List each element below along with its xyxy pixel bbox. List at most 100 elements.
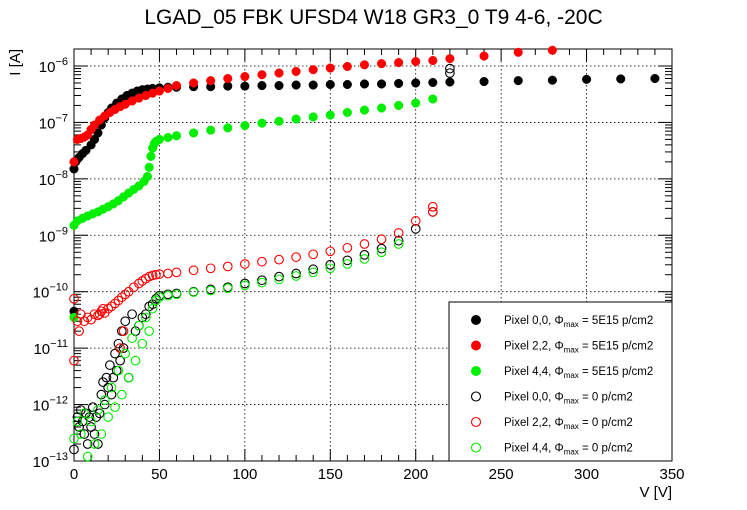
legend-marker (470, 391, 482, 402)
data-point (325, 79, 335, 90)
data-point (325, 263, 336, 274)
data-point (116, 292, 127, 303)
data-point (376, 247, 387, 258)
data-point (291, 114, 301, 124)
data-point (151, 269, 161, 280)
data-point (359, 105, 370, 115)
data-point (308, 80, 318, 90)
data-point (106, 389, 117, 400)
legend-phi: Φ (555, 392, 564, 404)
data-point (188, 287, 199, 298)
data-point (479, 51, 489, 61)
data-point (257, 81, 267, 91)
data-point (171, 267, 182, 278)
data-point (86, 416, 96, 427)
data-point (479, 76, 489, 87)
y-tick-label: 10−9 (39, 225, 68, 245)
legend-prefix: Pixel 4,4, (504, 366, 555, 378)
data-point (274, 274, 284, 285)
data-point (147, 270, 158, 281)
data-point (113, 295, 124, 306)
data-point (130, 355, 141, 366)
y-tick-base: 10 (33, 454, 50, 471)
data-point (206, 76, 216, 86)
data-point (134, 278, 144, 289)
data-point (376, 243, 387, 254)
data-point (163, 132, 173, 143)
data-point (325, 246, 336, 257)
data-point (123, 372, 134, 383)
data-point (257, 275, 267, 286)
data-point (376, 103, 387, 113)
legend-prefix: Pixel 2,2, (504, 417, 555, 429)
data-point (140, 309, 151, 320)
legend-label: Pixel 0,0, Φmax = 0 p/cm2 (504, 392, 633, 406)
data-point (142, 171, 153, 182)
data-point (110, 298, 120, 309)
data-point (274, 116, 284, 126)
data-point (291, 66, 301, 77)
data-point (222, 261, 233, 272)
data-point (342, 107, 352, 118)
data-point (115, 343, 125, 353)
legend-prefix: Pixel 4,4, (504, 443, 555, 455)
data-point (69, 444, 79, 455)
data-point (308, 267, 319, 278)
x-tick-label: 0 (70, 466, 78, 483)
data-point (257, 118, 267, 128)
data-point (325, 259, 336, 270)
data-point (291, 271, 301, 281)
data-point (171, 131, 182, 141)
y-tick-base: 10 (33, 285, 50, 302)
data-point (163, 268, 173, 279)
data-point (257, 277, 267, 288)
data-point (144, 162, 154, 172)
data-point (110, 348, 120, 359)
data-point (616, 74, 626, 84)
data-point (69, 433, 79, 444)
y-tick-base: 10 (33, 398, 50, 415)
data-point (359, 249, 370, 260)
data-point (240, 81, 250, 91)
data-point (427, 207, 438, 217)
data-point (154, 86, 164, 96)
data-point (96, 389, 107, 400)
data-point (394, 100, 404, 110)
data-point (240, 259, 250, 269)
data-point (393, 235, 404, 246)
x-tick-label: 350 (659, 466, 684, 483)
data-point (291, 80, 301, 90)
legend-prefix: Pixel 0,0, (504, 315, 555, 327)
data-point (428, 55, 438, 66)
data-point (72, 416, 83, 427)
legend-marker (470, 442, 482, 453)
data-point (308, 264, 319, 275)
legend-box (448, 301, 673, 462)
data-point (105, 360, 115, 370)
y-tick-base: 10 (39, 115, 56, 132)
y-tick-exponent: −6 (55, 56, 68, 68)
y-tick-label: 10−11 (33, 338, 68, 358)
data-point (74, 422, 84, 432)
axis-labels: V [V] I [A] (7, 49, 672, 501)
data-point (410, 216, 421, 226)
data-point (120, 348, 131, 359)
data-point (376, 79, 387, 89)
x-tick-label: 50 (151, 466, 168, 483)
data-point (137, 338, 148, 349)
data-point (359, 79, 370, 89)
y-tick-label: 10−13 (33, 451, 68, 471)
data-point (513, 76, 523, 86)
data-point (274, 271, 284, 282)
data-point (189, 78, 199, 88)
data-point (154, 134, 164, 144)
data-point (146, 151, 156, 161)
data-point (96, 429, 107, 439)
data-point (445, 68, 455, 78)
y-tick-exponent: −9 (55, 225, 68, 237)
legend-value: = 0 p/cm2 (579, 443, 633, 455)
data-point (325, 110, 335, 120)
legend-phi-sub: max (564, 371, 579, 380)
data-point (69, 355, 79, 366)
